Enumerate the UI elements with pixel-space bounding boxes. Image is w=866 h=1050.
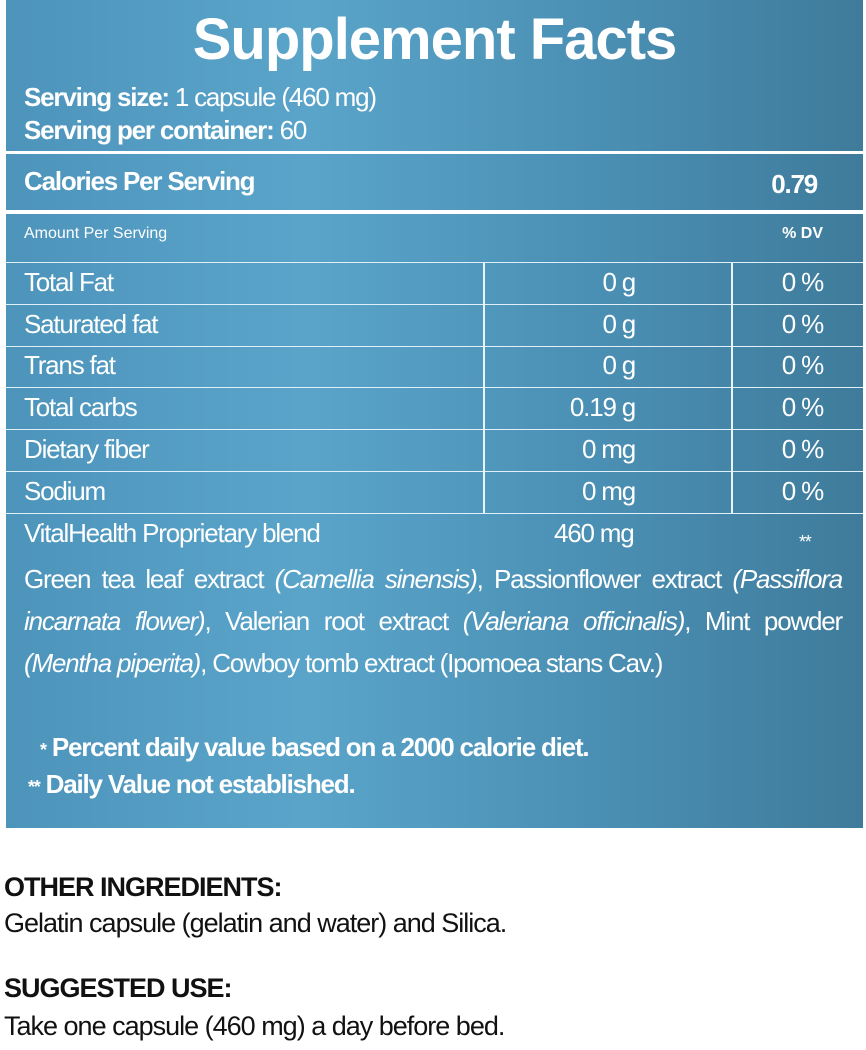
serving-size-label: Serving size: (24, 82, 170, 112)
panel-title: Supplement Facts (192, 7, 678, 72)
header-row: Amount Per Serving % DV (6, 221, 863, 263)
nutrient-amount: 0 mg (581, 433, 636, 464)
ingredient-text: , Cowboy tomb extract (Ipomoea stans Cav… (200, 648, 663, 678)
divider (6, 210, 863, 214)
blend-ingredients: Green tea leaf extract (Camellia sinensi… (24, 558, 843, 684)
nutrient-row: Dietary fiber 0 mg 0 % (6, 430, 863, 472)
blend-amount: 460 mg (554, 518, 635, 548)
nutrient-row: Total carbs 0.19 g 0 % (6, 388, 863, 431)
column-divider (731, 263, 733, 513)
other-ingredients-heading: OTHER INGREDIENTS: (4, 872, 283, 902)
nutrient-name: Total Fat (24, 267, 114, 297)
serving-size-value: 1 capsule (460 mg) (174, 82, 377, 112)
suggested-use-text: Take one capsule (460 mg) a day before b… (4, 1011, 505, 1041)
footnote-2-text: Daily Value not established. (45, 769, 356, 799)
nutrient-dv: 0 % (781, 433, 824, 464)
servings-label: Serving per container: (24, 115, 275, 145)
divider (6, 151, 863, 154)
ingredient-text: , Passionflower extract (476, 564, 733, 594)
servings-per-container: Serving per container: 60 (24, 115, 308, 146)
nutrient-dv: 0 % (781, 350, 824, 381)
amount-header: Amount Per Serving (24, 225, 168, 242)
calories-label: Calories Per Serving (24, 166, 256, 196)
nutrient-name: Total carbs (24, 392, 138, 423)
nutrient-row: Sodium 0 mg 0 % (6, 472, 863, 514)
footnote-2-mark: ** (28, 777, 41, 797)
blend-dv: ** (799, 532, 812, 552)
other-ingredients-text: Gelatin capsule (gelatin and water) and … (4, 908, 507, 938)
suggested-use-heading: SUGGESTED USE: (4, 973, 233, 1003)
ingredient-latin: (Camellia sinensis) (274, 564, 478, 594)
blend-name: VitalHealth Proprietary blend (24, 518, 321, 548)
nutrient-row: Total Fat 0 g 0 % (6, 263, 863, 305)
servings-value: 60 (279, 115, 308, 145)
nutrient-name: Saturated fat (24, 308, 158, 339)
calories-value: 0.79 (771, 169, 818, 199)
nutrient-row: Saturated fat 0 g 0 % (6, 305, 863, 347)
footnote-1-text: Percent daily value based on a 2000 calo… (51, 732, 590, 762)
nutrient-amount: 0 g (602, 308, 636, 339)
nutrient-amount: 0 g (602, 267, 636, 297)
nutrient-row: Trans fat 0 g 0 % (6, 346, 863, 389)
nutrient-dv: 0 % (781, 308, 824, 339)
nutrient-amount: 0 g (602, 350, 636, 381)
footnote-2: ** Daily Value not established. (28, 769, 356, 800)
nutrient-name: Sodium (24, 475, 106, 506)
footnote-1-mark: * (40, 740, 47, 760)
nutrient-amount: 0.19 g (569, 392, 636, 423)
nutrient-name: Dietary fiber (24, 433, 150, 464)
serving-size: Serving size: 1 capsule (460 mg) (24, 82, 377, 113)
ingredient-latin: (Passiflora incarnata flower) (24, 564, 843, 636)
footnote-1: * Percent daily value based on a 2000 ca… (40, 732, 590, 763)
ingredient-text: , Valerian root extract (204, 606, 463, 636)
dv-header: % DV (782, 225, 823, 242)
nutrient-dv: 0 % (781, 267, 824, 297)
supplement-facts-panel: Supplement Facts Serving size: 1 capsule… (6, 0, 863, 828)
column-divider (483, 263, 485, 513)
nutrient-dv: 0 % (781, 475, 824, 506)
ingredient-text: , Mint powder (684, 606, 843, 636)
ingredient-text: Green tea leaf extract (24, 564, 275, 594)
nutrient-dv: 0 % (781, 392, 824, 423)
ingredient-latin: (Mentha piperita) (24, 648, 201, 678)
nutrient-name: Trans fat (24, 350, 116, 381)
nutrient-amount: 0 mg (581, 475, 636, 506)
ingredient-latin: (Valeriana officinalis) (462, 606, 686, 636)
